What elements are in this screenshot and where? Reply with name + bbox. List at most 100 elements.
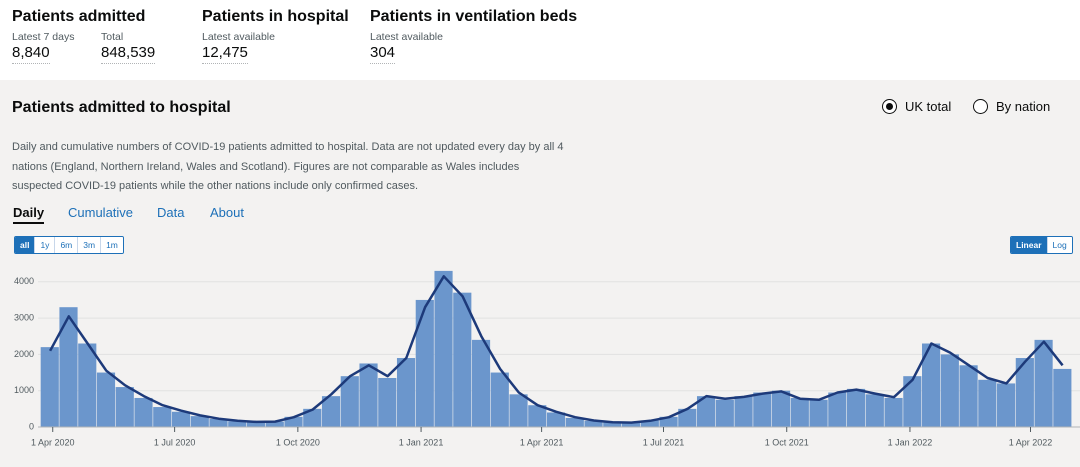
bar xyxy=(509,394,528,427)
x-tick-label: 1 Oct 2020 xyxy=(276,437,320,447)
bar xyxy=(434,270,453,427)
bar xyxy=(528,405,547,427)
bar xyxy=(584,420,603,427)
radio-option[interactable]: By nation xyxy=(973,99,1050,114)
radio-label[interactable]: UK total xyxy=(905,99,952,114)
bar xyxy=(153,407,172,427)
timespan-button[interactable]: all xyxy=(15,237,36,253)
bar xyxy=(490,372,509,427)
summary-title: Patients admitted xyxy=(12,8,146,25)
bar xyxy=(771,390,791,427)
bar xyxy=(40,347,59,427)
chart: 0 1000 2000 3000 4000 1 Apr 2020 1 Jul 2020 1 O… xyxy=(14,270,1080,447)
x-tick-label: 1 Jan 2021 xyxy=(399,437,444,447)
summary-title: Patients in ventilation beds xyxy=(370,8,578,25)
bar xyxy=(603,422,622,427)
bar xyxy=(696,396,716,427)
bar xyxy=(359,363,378,427)
bar xyxy=(640,420,659,427)
bar xyxy=(340,376,359,427)
summary-value: 304 xyxy=(370,44,396,64)
bar xyxy=(865,394,884,427)
summary-label: Total xyxy=(101,31,124,43)
x-tick-label: 1 Apr 2021 xyxy=(520,437,564,447)
bar xyxy=(321,396,341,427)
bar xyxy=(228,421,247,427)
timespan-button[interactable]: 1y xyxy=(35,237,56,253)
bar xyxy=(1015,358,1034,427)
bar xyxy=(378,377,397,427)
y-tick-label: 3000 xyxy=(14,312,34,322)
y-tick-label: 2000 xyxy=(14,349,34,359)
bar xyxy=(790,397,809,427)
bar xyxy=(115,387,134,427)
timespan-button[interactable]: 1m xyxy=(101,237,123,253)
y-tick-label: 4000 xyxy=(14,276,34,286)
description: Daily and cumulative numbers of COVID-19… xyxy=(12,141,564,192)
summary-label: Latest 7 days xyxy=(12,31,75,43)
bar xyxy=(59,307,78,427)
x-tick-label: 1 Jan 2022 xyxy=(888,437,933,447)
bar xyxy=(828,392,847,427)
bar xyxy=(190,416,209,427)
bar xyxy=(453,292,472,427)
summary-title: Patients in hospital xyxy=(202,8,349,25)
summary-value: 8,840 xyxy=(12,44,50,64)
bar xyxy=(565,417,584,427)
bar xyxy=(753,392,772,427)
y-tick-label: 1000 xyxy=(14,385,34,395)
bar xyxy=(715,399,734,427)
average-line xyxy=(49,275,1064,424)
bar xyxy=(134,397,153,427)
bar xyxy=(997,383,1016,427)
bar xyxy=(396,358,416,427)
tab[interactable]: Data xyxy=(157,205,185,220)
tab[interactable]: About xyxy=(210,205,244,220)
summary-label: Latest available xyxy=(202,31,275,43)
timespan-button[interactable]: 6m xyxy=(55,237,79,253)
summary-value: 12,475 xyxy=(202,44,248,64)
bar xyxy=(546,412,566,427)
radio-option[interactable]: UK total xyxy=(882,99,951,114)
summary-value: 848,539 xyxy=(101,44,156,64)
scale-group: Linear Log xyxy=(1010,236,1073,254)
card: Patients admitted to hospital UK total B… xyxy=(0,80,1080,467)
radio-dot[interactable] xyxy=(882,99,897,114)
bar xyxy=(471,339,491,427)
x-tick-label: 1 Oct 2021 xyxy=(765,437,809,447)
y-tick-label: 0 xyxy=(29,421,34,431)
scale-button[interactable]: Linear xyxy=(1011,237,1048,253)
bar xyxy=(265,421,284,427)
radio-dot[interactable] xyxy=(973,99,988,114)
bar xyxy=(415,299,434,427)
x-tick-label: 1 Jul 2021 xyxy=(643,437,685,447)
bar xyxy=(959,365,978,427)
bar xyxy=(734,396,753,427)
bar xyxy=(659,416,678,427)
x-tick-label: 1 Apr 2020 xyxy=(31,437,75,447)
bar xyxy=(1034,339,1053,427)
bar xyxy=(209,419,228,427)
bar xyxy=(621,422,641,427)
bar xyxy=(903,376,922,427)
bar xyxy=(978,379,997,427)
bar xyxy=(940,354,959,427)
summary-label: Latest available xyxy=(370,31,443,43)
bar xyxy=(246,421,266,427)
card-title: Patients admitted to hospital xyxy=(12,99,231,116)
bar xyxy=(1053,368,1072,427)
radio-label[interactable]: By nation xyxy=(996,99,1051,114)
bar xyxy=(171,411,191,427)
bar xyxy=(284,416,303,427)
timespan-button[interactable]: 3m xyxy=(78,237,102,253)
x-tick-label: 1 Jul 2020 xyxy=(154,437,196,447)
scale-button[interactable]: Log xyxy=(1047,237,1072,253)
x-tick-label: 1 Apr 2022 xyxy=(1009,437,1053,447)
bar xyxy=(922,343,941,427)
bar xyxy=(303,408,322,427)
bar xyxy=(809,399,828,427)
tab[interactable]: Cumulative xyxy=(68,205,134,220)
bar xyxy=(884,397,903,427)
tab[interactable]: Daily xyxy=(13,205,45,224)
